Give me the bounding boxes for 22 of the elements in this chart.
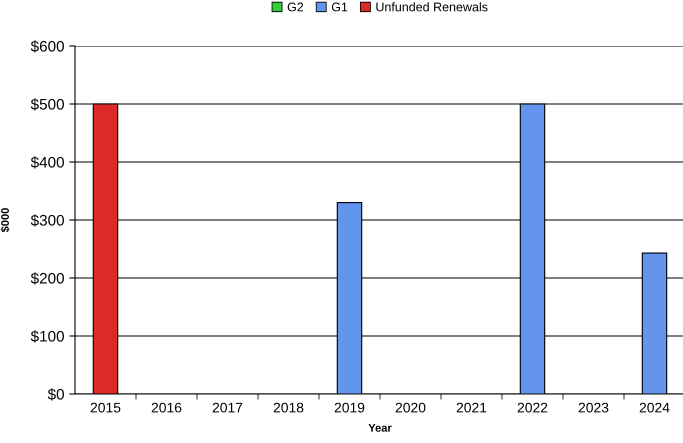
y-tick-label: $0	[48, 388, 64, 401]
legend-label: G1	[332, 2, 348, 12]
x-tick-label: 2019	[334, 402, 364, 413]
y-tick-label: $400	[30, 156, 64, 169]
y-tick-label: $500	[30, 98, 64, 111]
x-tick-label: 2022	[518, 402, 548, 413]
x-axis-title: Year	[368, 424, 392, 432]
x-tick-label: 2024	[640, 402, 670, 413]
x-tick-label: 2015	[90, 402, 120, 413]
y-tick-label: $200	[30, 272, 64, 285]
y-axis-title: $000	[0, 208, 10, 232]
x-tick-label: 2018	[274, 402, 304, 413]
legend-label: Unfunded Renewals	[376, 2, 488, 12]
x-tick-label: 2021	[456, 402, 486, 413]
x-tick-label: 2023	[578, 402, 608, 413]
x-tick-label: 2017	[212, 402, 242, 413]
legend-label: G2	[288, 2, 304, 12]
y-tick-label: $300	[30, 214, 64, 227]
y-tick-label: $100	[30, 330, 64, 343]
x-tick-label: 2016	[152, 402, 182, 413]
y-tick-label: $600	[30, 40, 64, 53]
x-tick-label: 2020	[396, 402, 426, 413]
